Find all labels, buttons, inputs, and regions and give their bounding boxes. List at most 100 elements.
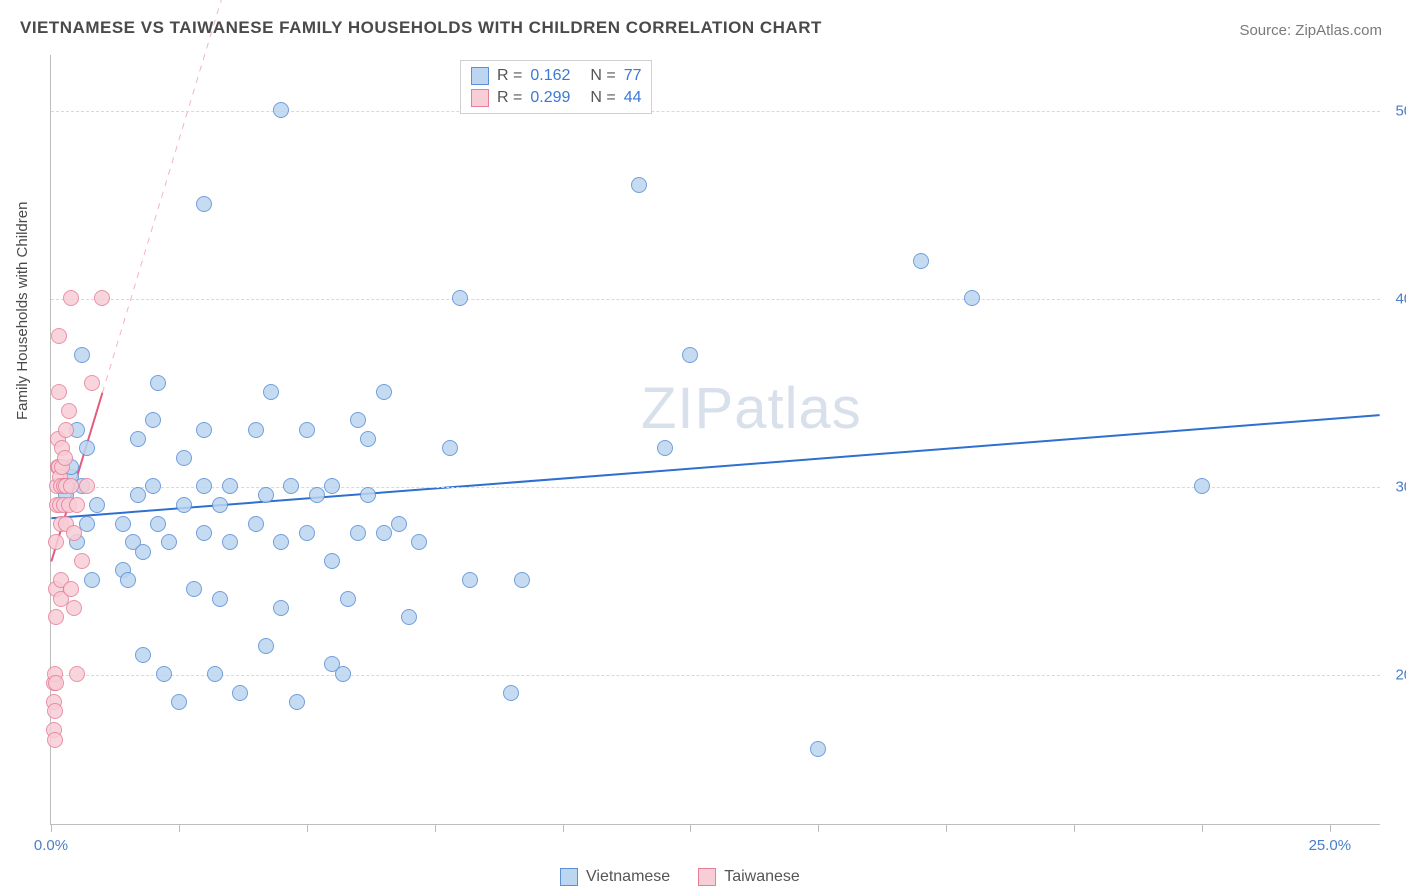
source-label: Source: ZipAtlas.com [1239,22,1382,39]
data-point [222,478,238,494]
stats-row: R = 0.299 N = 44 [471,87,641,109]
data-point [350,412,366,428]
data-point [913,253,929,269]
data-point [63,290,79,306]
data-point [84,572,100,588]
n-value: 44 [624,89,642,107]
data-point [657,440,673,456]
data-point [48,609,64,625]
data-point [156,666,172,682]
x-tick-label: 0.0% [34,837,68,854]
data-point [63,581,79,597]
x-tick [179,824,180,832]
data-point [130,487,146,503]
data-point [58,422,74,438]
trend-lines [51,55,1380,824]
data-point [263,384,279,400]
x-tick [946,824,947,832]
data-point [289,694,305,710]
data-point [196,525,212,541]
data-point [161,534,177,550]
x-tick-label: 25.0% [1309,837,1352,854]
legend-swatch [471,89,489,107]
data-point [248,516,264,532]
data-point [150,375,166,391]
x-tick [1330,824,1331,832]
data-point [810,741,826,757]
data-point [360,431,376,447]
n-value: 77 [624,67,642,85]
data-point [207,666,223,682]
data-point [69,666,85,682]
y-tick-label: 40.0% [1388,291,1406,308]
data-point [335,666,351,682]
data-point [212,591,228,607]
r-value: 0.299 [530,89,582,107]
data-point [66,525,82,541]
x-tick [51,824,52,832]
data-point [51,328,67,344]
y-tick-label: 20.0% [1388,666,1406,683]
data-point [273,600,289,616]
data-point [120,572,136,588]
x-tick [818,824,819,832]
legend-item: Vietnamese [560,868,670,886]
r-label: R = [497,89,522,107]
x-tick [307,824,308,832]
data-point [442,440,458,456]
data-point [63,478,79,494]
data-point [232,685,248,701]
legend-swatch [471,67,489,85]
n-label: N = [590,67,615,85]
data-point [452,290,468,306]
data-point [74,347,90,363]
legend-label: Taiwanese [724,868,800,886]
data-point [79,440,95,456]
stats-row: R = 0.162 N = 77 [471,65,641,87]
data-point [130,431,146,447]
data-point [48,534,64,550]
data-point [115,516,131,532]
data-point [514,572,530,588]
data-point [74,553,90,569]
data-point [360,487,376,503]
data-point [145,412,161,428]
r-value: 0.162 [530,67,582,85]
data-point [258,487,274,503]
data-point [66,600,82,616]
data-point [682,347,698,363]
data-point [283,478,299,494]
data-point [145,478,161,494]
data-point [84,375,100,391]
data-point [196,478,212,494]
data-point [94,290,110,306]
data-point [273,534,289,550]
data-point [51,384,67,400]
gridline [51,675,1380,676]
x-tick [1074,824,1075,832]
data-point [57,450,73,466]
data-point [299,422,315,438]
data-point [48,675,64,691]
data-point [248,422,264,438]
data-point [299,525,315,541]
data-point [1194,478,1210,494]
r-label: R = [497,67,522,85]
x-tick [563,824,564,832]
data-point [462,572,478,588]
data-point [89,497,105,513]
data-point [350,525,366,541]
data-point [69,497,85,513]
gridline [51,299,1380,300]
data-point [150,516,166,532]
data-point [135,544,151,560]
n-label: N = [590,89,615,107]
data-point [401,609,417,625]
chart-title: VIETNAMESE VS TAIWANESE FAMILY HOUSEHOLD… [20,18,822,38]
gridline [51,111,1380,112]
data-point [376,384,392,400]
y-tick-label: 50.0% [1388,103,1406,120]
legend-item: Taiwanese [698,868,800,886]
data-point [309,487,325,503]
data-point [324,478,340,494]
